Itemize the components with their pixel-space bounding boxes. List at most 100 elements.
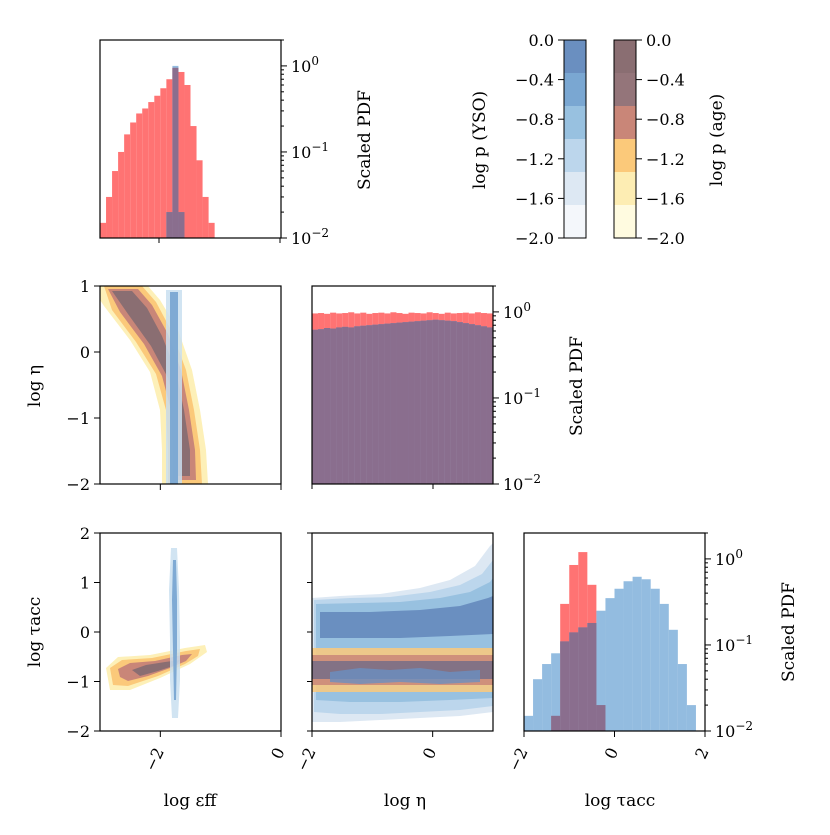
- colorbar-band: [564, 73, 586, 106]
- colorbar-band: [614, 205, 636, 238]
- colorbar-band: [564, 205, 586, 238]
- overlap-bar: [596, 705, 606, 731]
- yso-bar: [686, 705, 696, 731]
- colorbar-yso: 0.0 −0.4 −0.8 −1.2 −1.6 −2.0 log p (YSO): [470, 31, 587, 248]
- colorbar-age: 0.0 −0.4 −0.8 −1.2 −1.6 −2.0 log p (age): [613, 31, 727, 248]
- colorbar-tick-label: −0.4: [646, 71, 685, 90]
- y-tick-label: 2: [80, 524, 90, 543]
- overlap-bar: [426, 320, 433, 484]
- pdf-tick-label: 10−1: [503, 386, 541, 408]
- tau-eff-xlabel: log εff: [164, 791, 219, 811]
- x-tick-label: 2: [691, 745, 713, 762]
- overlap-bar: [324, 328, 331, 484]
- overlap-bar: [378, 324, 385, 484]
- yso-bar: [641, 579, 651, 731]
- colorbar-tick-label: −1.2: [515, 150, 554, 169]
- overlap-bar: [468, 324, 475, 484]
- y-tick-label: 0: [80, 343, 90, 362]
- hist-eta-pdf-ticks: 100 10−1 10−2: [493, 285, 541, 494]
- age-bar: [142, 108, 149, 238]
- overlap-bar: [444, 320, 451, 484]
- yso-bar: [632, 576, 642, 731]
- age-bar: [136, 113, 143, 238]
- yso-bar: [533, 679, 543, 731]
- panel-tau-vs-eta: −2 0 log η: [292, 532, 494, 811]
- y-tick-label: 1: [80, 574, 90, 593]
- hist-tau-xlabel: log τacc: [585, 791, 656, 811]
- colorbar-yso-label: log p (YSO): [470, 91, 490, 189]
- colorbar-age-label: log p (age): [707, 94, 727, 187]
- eta-eff-ticks: 1 0 −1 −2: [66, 277, 282, 494]
- overlap-bar: [456, 322, 463, 484]
- yso-contour-lower: [330, 668, 480, 684]
- colorbar-tick-label: −0.4: [515, 71, 554, 90]
- age-bar: [196, 160, 203, 238]
- hist-eta-ylabel: Scaled PDF: [567, 336, 587, 436]
- overlap-bar: [354, 326, 361, 484]
- hist-eta-bars: [312, 312, 493, 484]
- age-contour-core: [132, 660, 180, 676]
- colorbar-tick-label: −1.6: [515, 189, 554, 208]
- pdf-tick-label: 100: [503, 300, 531, 322]
- age-bar: [124, 134, 131, 238]
- yso-bar: [551, 653, 561, 731]
- colorbar-band: [614, 106, 636, 139]
- colorbar-yso-frame: [563, 39, 587, 239]
- age-bar: [160, 88, 167, 238]
- y-tick-label: −2: [66, 722, 90, 741]
- panel-hist-eta: 100 10−1 10−2 Scaled PDF: [311, 285, 587, 494]
- panel-tau-vs-eff: 2 1 0 −1 −2 −2 0 log τacc log εff: [25, 524, 289, 811]
- panel-hist-tau: −2 0 2 100 10−1 10−2 Scaled PDF log τacc: [504, 532, 799, 811]
- overlap-bar: [384, 323, 391, 484]
- overlap-bar: [312, 329, 319, 484]
- colorbar-age-ticks: 0.0 −0.4 −0.8 −1.2 −1.6 −2.0: [636, 31, 685, 248]
- yso-bar: [668, 629, 678, 731]
- panel-eta-vs-eff: 1 0 −1 −2 log η: [25, 277, 282, 494]
- y-tick-label: 1: [80, 277, 90, 296]
- tau-eff-frame: [99, 532, 282, 732]
- age-bar: [190, 126, 197, 238]
- pdf-tick-label: 10−2: [291, 226, 329, 248]
- colorbar-yso-bands: [564, 40, 586, 238]
- age-bar: [208, 222, 215, 238]
- yso-bar: [542, 664, 552, 731]
- overlap-bar: [432, 319, 439, 484]
- yso-bar: [614, 588, 624, 731]
- colorbar-band: [614, 172, 636, 205]
- y-tick-label: −1: [66, 409, 90, 428]
- yso-bar: [677, 664, 687, 731]
- colorbar-age-frame: [613, 39, 637, 239]
- age-bar: [100, 222, 107, 238]
- yso-contour-core: [320, 596, 493, 638]
- yso-bar: [524, 715, 534, 731]
- overlap-bar: [402, 322, 409, 484]
- overlap-bar: [360, 325, 367, 484]
- overlap-bar: [330, 328, 337, 484]
- colorbar-tick-label: −2.0: [515, 229, 554, 248]
- overlap-bar: [569, 632, 579, 731]
- hist-tau-pdf-ticks: 100 10−1 10−2: [705, 532, 753, 741]
- age-bar: [202, 196, 209, 238]
- colorbar-tick-label: 0.0: [646, 31, 671, 50]
- hist-eff-ylabel: Scaled PDF: [355, 90, 375, 190]
- yso-strip-inner: [172, 560, 177, 700]
- x-tick-label: −2: [292, 745, 319, 774]
- colorbar-tick-label: −0.8: [515, 110, 554, 129]
- age-bar: [112, 171, 119, 238]
- overlap-bar: [336, 327, 343, 484]
- pdf-tick-label: 10−1: [291, 140, 329, 162]
- overlap-bar: [166, 212, 173, 238]
- colorbar-tick-label: −2.0: [646, 229, 685, 248]
- age-bar: [166, 79, 173, 238]
- hist-tau-ylabel: Scaled PDF: [779, 582, 799, 682]
- y-tick-label: 0: [80, 623, 90, 642]
- colorbar-tick-label: −0.8: [646, 110, 685, 129]
- overlap-bar: [178, 212, 185, 238]
- tau-eff-contours: [106, 548, 207, 718]
- x-tick-label: 0: [419, 745, 441, 762]
- colorbar-tick-label: 0.0: [529, 31, 554, 50]
- hist-tau-bars: [524, 552, 696, 731]
- x-tick-label: 0: [601, 745, 623, 762]
- eta-eff-ylabel: log η: [25, 365, 45, 407]
